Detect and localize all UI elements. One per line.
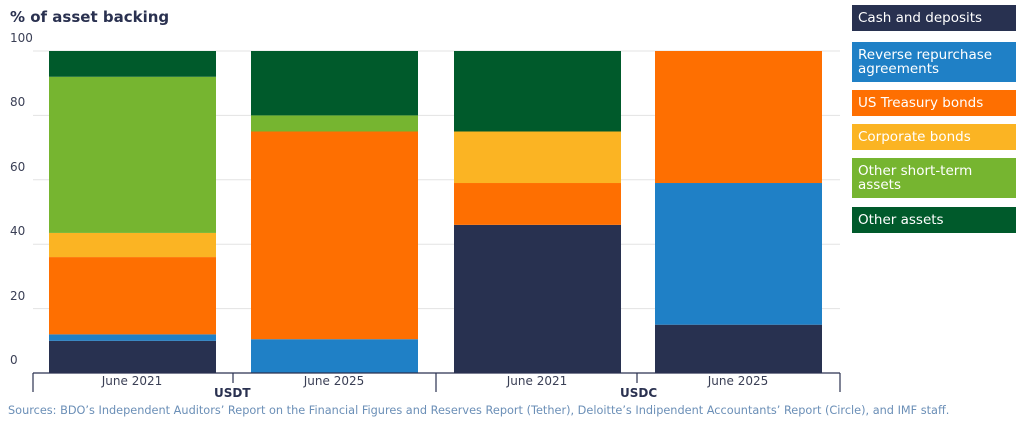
y-tick-label: 40	[10, 224, 26, 239]
legend-item: Other short-term assets	[852, 158, 1016, 198]
y-tick-label: 80	[10, 95, 26, 110]
bar-segment	[251, 339, 418, 373]
bar-segment	[251, 115, 418, 132]
y-tick-label: 0	[10, 353, 18, 367]
x-tick-label: June 2021	[506, 374, 568, 388]
legend-item: US Treasury bonds	[852, 90, 1016, 116]
bar-segment	[49, 334, 216, 341]
bar-segment	[251, 131, 418, 340]
bar-segment	[49, 51, 216, 77]
x-tick-label: June 2025	[707, 374, 769, 388]
bar-segment	[454, 183, 621, 225]
bar-segment	[454, 131, 621, 184]
bar-segment	[251, 51, 418, 116]
bar-segment	[655, 324, 822, 373]
bar-segment	[49, 76, 216, 233]
y-axis-title: % of asset backing	[10, 8, 170, 26]
x-tick-label: June 2021	[101, 374, 163, 388]
bar-segment	[49, 340, 216, 373]
group-label: USDC	[620, 386, 658, 400]
legend-item: Reverse repurchase agreements	[852, 42, 1016, 82]
legend-item: Corporate bonds	[852, 124, 1016, 150]
bar-segment	[454, 224, 621, 373]
y-tick-label: 60	[10, 159, 26, 174]
legend-item: Cash and deposits	[852, 5, 1016, 31]
bar-segment	[49, 257, 216, 335]
y-tick-label: 20	[10, 288, 26, 303]
bar-segment	[454, 51, 621, 132]
group-label: USDT	[214, 386, 251, 400]
legend-item: Other assets	[852, 207, 1016, 233]
bar-segment	[49, 232, 216, 258]
bar-segment	[655, 183, 822, 325]
y-tick-label: 100	[10, 31, 33, 45]
x-tick-label: June 2025	[303, 374, 365, 388]
bar-segment	[655, 51, 822, 184]
source-note: Sources: BDO’s Independent Auditors’ Rep…	[8, 404, 950, 417]
